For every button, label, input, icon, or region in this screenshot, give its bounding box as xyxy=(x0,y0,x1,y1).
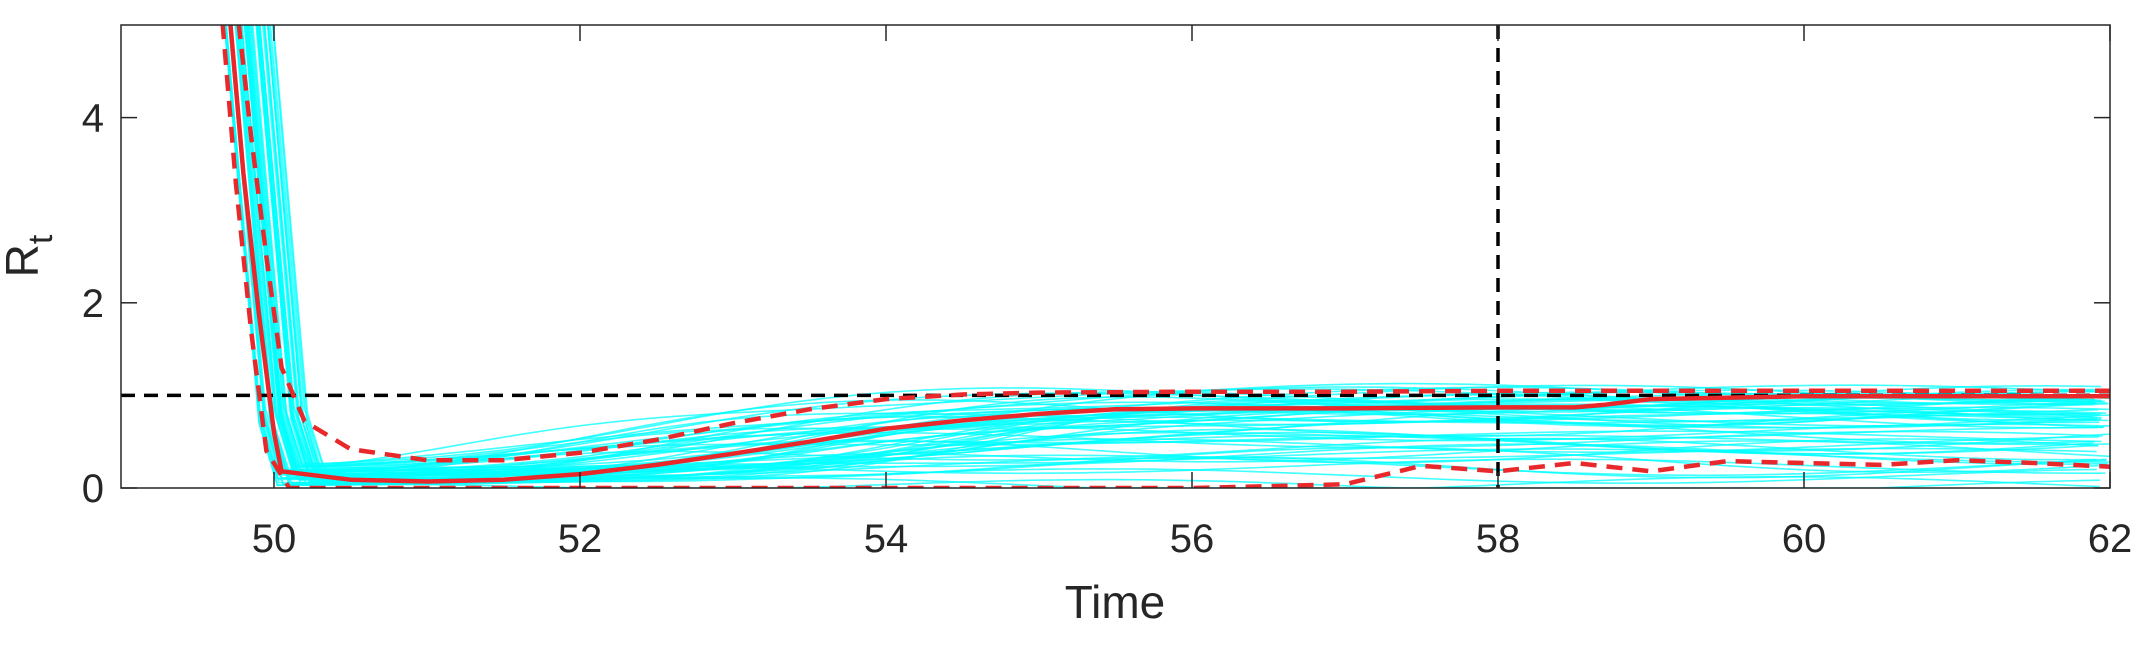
x-tick-label: 60 xyxy=(1782,517,1827,561)
ensemble-trajectory xyxy=(258,25,2110,469)
series-layer xyxy=(220,25,2110,488)
ensemble-trajectory xyxy=(269,25,2104,468)
x-tick-label: 58 xyxy=(1476,517,1521,561)
ensemble-trajectory xyxy=(229,25,2101,486)
x-tick-label: 62 xyxy=(2088,517,2133,561)
ticks: 50 52 54 56 58 60 62 0 2 4 xyxy=(82,25,2133,561)
y-tick-label: 0 xyxy=(82,467,104,511)
ensemble-trajectory xyxy=(258,25,2094,472)
ensemble-trajectory xyxy=(257,25,2110,469)
ensemble-trajectory xyxy=(245,25,2098,476)
y-tick-label: 4 xyxy=(82,97,104,141)
y-tick-label: 2 xyxy=(82,282,104,326)
bound-line-1 xyxy=(236,25,2110,463)
x-tick-label: 56 xyxy=(1170,517,1215,561)
x-tick-label: 52 xyxy=(558,517,603,561)
bound-line-2 xyxy=(220,25,2110,488)
y-axis-label-subscript: t xyxy=(22,234,60,244)
plot-frame xyxy=(120,24,2111,489)
x-tick-label: 54 xyxy=(864,517,909,561)
x-tick-label: 50 xyxy=(252,517,297,561)
y-axis-label: Rt xyxy=(0,234,60,277)
ensemble-trajectory xyxy=(245,25,2099,477)
x-axis-label: Time xyxy=(1065,576,1166,628)
y-axis-label-main: R xyxy=(0,244,48,277)
ensemble-trajectory xyxy=(237,25,2109,477)
ensemble-trajectory xyxy=(224,25,2096,486)
